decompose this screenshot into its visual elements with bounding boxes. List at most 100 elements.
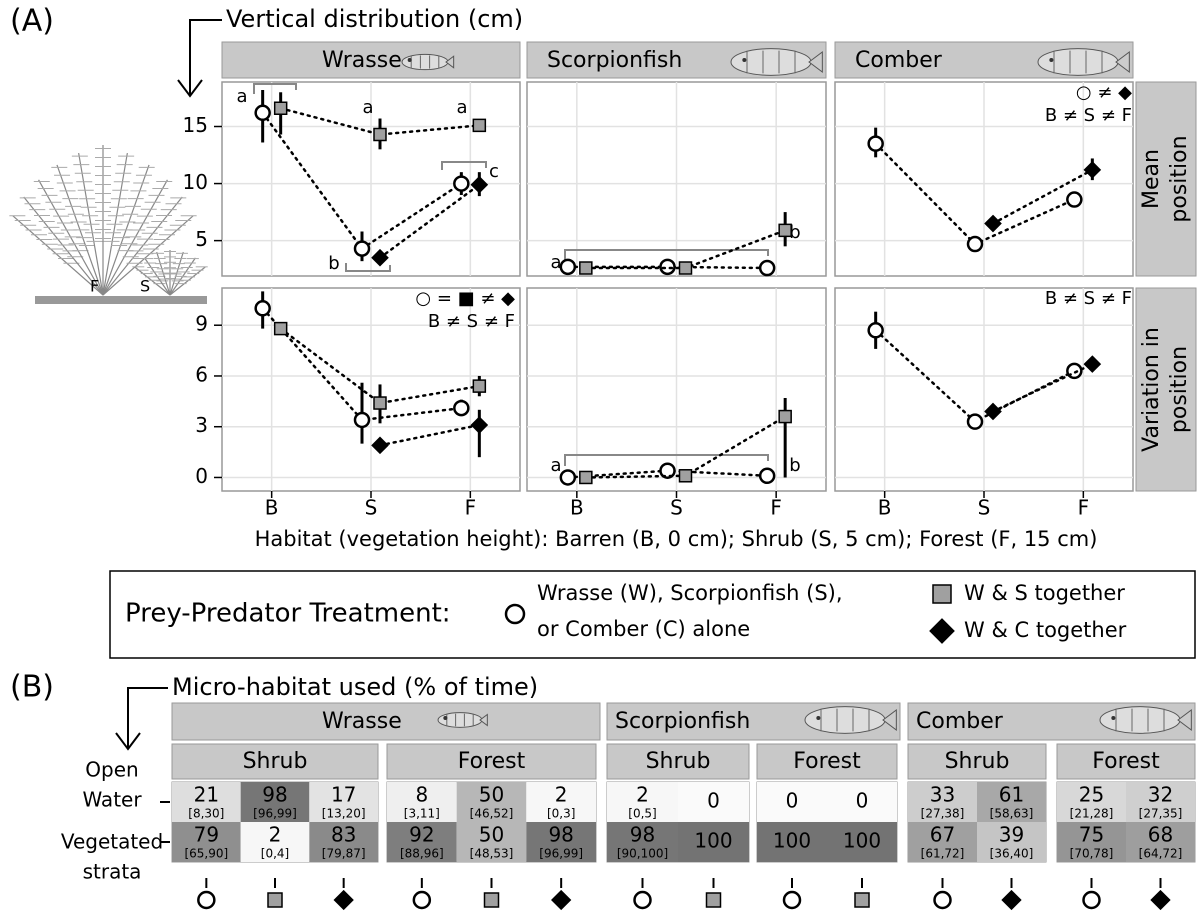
- marker-diamond: [929, 618, 955, 644]
- marker-circle: [559, 469, 577, 486]
- frond: [134, 266, 171, 296]
- cell-value: 39: [999, 823, 1024, 847]
- x-tick-label: F: [1078, 496, 1090, 520]
- x-tick-label: S: [978, 496, 991, 520]
- x-tick-label: S: [670, 496, 683, 520]
- y-tick-label: 3: [195, 413, 208, 437]
- marker-circle: [867, 322, 884, 339]
- frond: [38, 179, 104, 296]
- heat-cell: [1057, 782, 1126, 822]
- bracket: [441, 161, 487, 170]
- cell-value: 83: [331, 823, 356, 847]
- heat-cell: [240, 782, 310, 822]
- habitat-title: Shrub: [243, 749, 308, 774]
- marker-circle: [504, 603, 526, 625]
- frond: [169, 266, 206, 296]
- fish-icon: [804, 706, 886, 734]
- heat-cell: [526, 822, 596, 862]
- frond: [102, 196, 183, 296]
- cell-value: 0: [786, 789, 799, 813]
- annotation: ○ ≠ ◆: [1076, 82, 1132, 103]
- cell-value: 21: [194, 783, 219, 807]
- heat-cell: [240, 822, 310, 862]
- marker-square: [579, 261, 593, 275]
- cell-ci: [36,40]: [990, 847, 1034, 861]
- marker-square: [778, 223, 792, 238]
- heat-cell: [827, 822, 897, 862]
- marker-square: [579, 470, 593, 485]
- cell-value: 61: [999, 783, 1024, 807]
- marker-diamond: [1150, 889, 1171, 911]
- row-label: Vegetated: [61, 830, 163, 854]
- y-tick-label: 9: [195, 312, 208, 336]
- heat-cell: [309, 782, 378, 822]
- cell-value: 67: [930, 823, 955, 847]
- legend-title: Prey-Predator Treatment:: [125, 599, 451, 629]
- heat-cell: [757, 782, 827, 822]
- fish-icon: [407, 58, 412, 62]
- fish-icon: [437, 712, 483, 728]
- ground: [35, 296, 207, 304]
- heat-cell: [607, 782, 678, 822]
- marker-circle: [453, 175, 470, 192]
- marker-circle: [782, 890, 802, 910]
- cell-value: 2: [269, 823, 282, 847]
- cell-value: 50: [479, 783, 504, 807]
- cell-ci: [58,63]: [990, 807, 1034, 821]
- cell-ci: [64,72]: [1139, 847, 1183, 861]
- row-strip: [1135, 81, 1197, 277]
- marker-square: [778, 409, 792, 424]
- fish-icon: [1111, 716, 1116, 720]
- marker-circle: [758, 467, 776, 485]
- facet-title: Wrasse: [322, 709, 402, 734]
- plant-illustration: [9, 145, 208, 304]
- habitat-title: Forest: [1092, 749, 1160, 774]
- cell-ci: [88,96]: [400, 847, 444, 861]
- series-line: [279, 327, 481, 405]
- marker-square: [472, 118, 487, 133]
- x-tick-label: S: [365, 496, 378, 520]
- row-label: Water: [82, 788, 142, 812]
- fish-icon: [479, 713, 488, 727]
- heat-cell: [977, 782, 1046, 822]
- x-tick-label: B: [265, 496, 279, 520]
- cell-value: 25: [1079, 783, 1104, 807]
- marker-diamond: [1083, 161, 1102, 179]
- marker-square: [373, 396, 387, 410]
- cell-value: 100: [773, 829, 811, 853]
- marker-diamond: [1083, 355, 1102, 373]
- row-strip: [1135, 287, 1197, 492]
- marker-circle: [1066, 191, 1083, 208]
- fish-icon: [882, 708, 897, 732]
- heat-cell: [456, 782, 527, 822]
- row-label: position: [1167, 346, 1192, 433]
- marker-circle: [867, 135, 884, 152]
- frond: [23, 196, 104, 296]
- marker-circle: [633, 890, 652, 910]
- habitat-title: Forest: [458, 749, 526, 774]
- panel-label: (B): [10, 670, 54, 705]
- heat-cell: [1126, 822, 1195, 862]
- y-tick-label: 5: [195, 227, 208, 251]
- marker-square: [705, 892, 722, 908]
- cell-value: 17: [331, 783, 356, 807]
- marker-diamond: [371, 248, 389, 267]
- fish-icon: [443, 716, 448, 720]
- marker-circle: [453, 399, 470, 417]
- marker-square: [472, 379, 487, 393]
- y-tick-label: 15: [183, 113, 208, 137]
- fish-icon: [1115, 50, 1130, 74]
- row-label: Variation in: [1139, 327, 1164, 452]
- cell-ci: [90,100]: [617, 847, 668, 861]
- marker-square: [267, 892, 283, 908]
- marker-circle: [197, 890, 216, 910]
- cell-value: 100: [694, 829, 732, 853]
- heat-cell: [172, 822, 241, 862]
- axis-title: Vertical distribution (cm): [226, 5, 523, 33]
- cell-value: 2: [555, 783, 568, 807]
- cell-value: 92: [409, 823, 434, 847]
- panel-label: (A): [10, 4, 54, 39]
- fish-icon: [808, 50, 823, 74]
- cell-value: 33: [930, 783, 955, 807]
- habitat-strip: [907, 743, 1047, 780]
